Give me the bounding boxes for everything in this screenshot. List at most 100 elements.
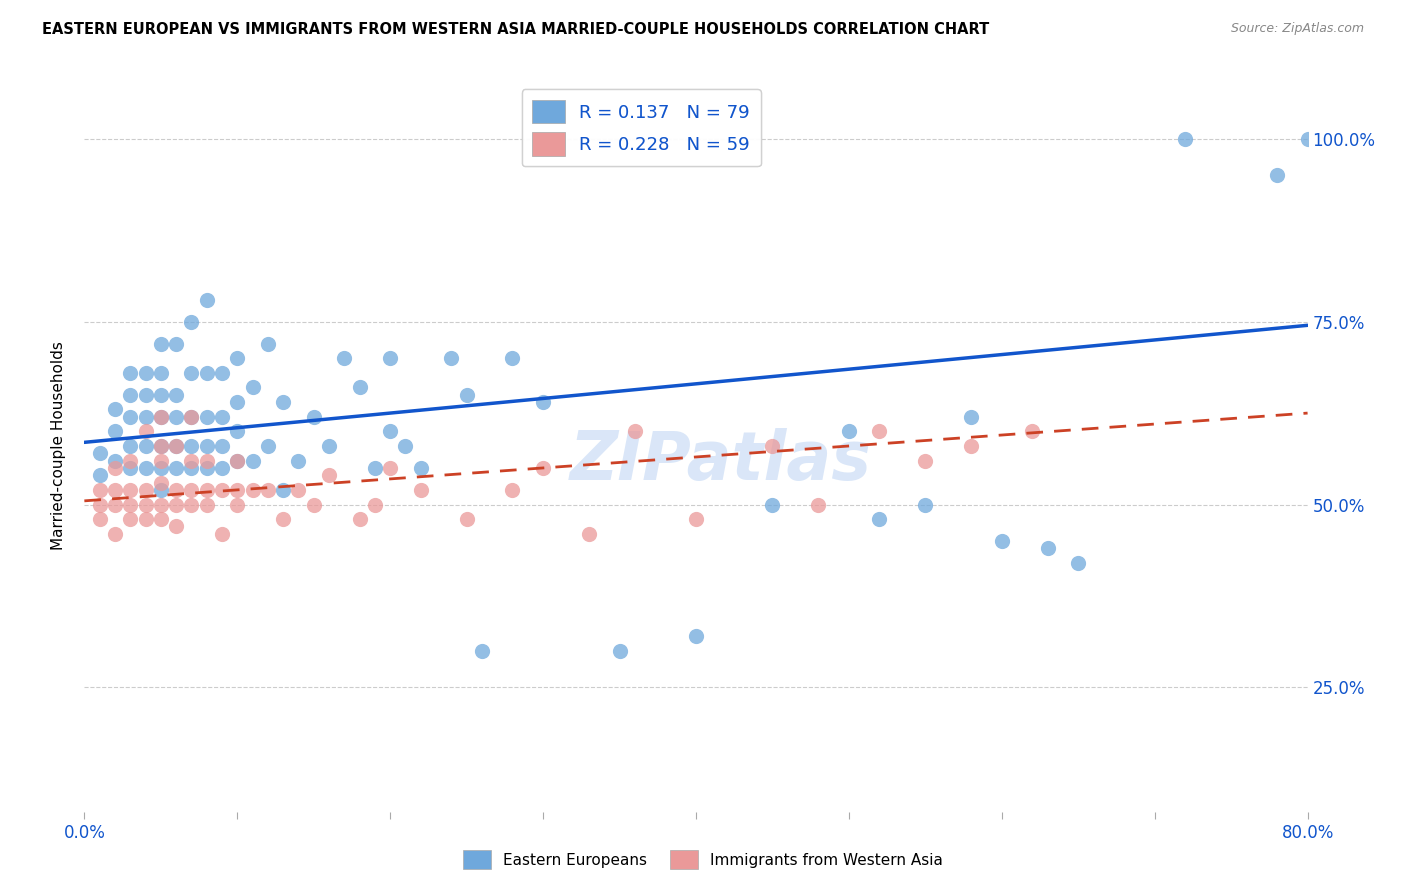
Point <box>226 395 249 409</box>
Point <box>1174 132 1197 146</box>
Point <box>149 439 172 453</box>
Point <box>149 461 172 475</box>
Point <box>120 512 142 526</box>
Point <box>685 629 707 643</box>
Point <box>195 498 218 512</box>
Point <box>761 439 783 453</box>
Point <box>135 366 157 380</box>
Point <box>165 519 187 533</box>
Point <box>165 439 187 453</box>
Point <box>195 483 218 497</box>
Point <box>104 498 127 512</box>
Point <box>89 512 111 526</box>
Point <box>1265 169 1288 183</box>
Point <box>149 453 172 467</box>
Point <box>104 526 127 541</box>
Point <box>380 461 402 475</box>
Point <box>226 453 249 467</box>
Point <box>318 439 340 453</box>
Point <box>165 409 187 424</box>
Text: EASTERN EUROPEAN VS IMMIGRANTS FROM WESTERN ASIA MARRIED-COUPLE HOUSEHOLDS CORRE: EASTERN EUROPEAN VS IMMIGRANTS FROM WEST… <box>42 22 990 37</box>
Point <box>195 461 218 475</box>
Point <box>135 461 157 475</box>
Point <box>104 483 127 497</box>
Point <box>409 461 432 475</box>
Point <box>180 453 202 467</box>
Point <box>149 439 172 453</box>
Point <box>226 351 249 366</box>
Point <box>685 512 707 526</box>
Point <box>195 293 218 307</box>
Point <box>89 483 111 497</box>
Point <box>242 453 264 467</box>
Point <box>531 461 554 475</box>
Point <box>120 453 142 467</box>
Point <box>165 461 187 475</box>
Point <box>380 351 402 366</box>
Point <box>211 461 233 475</box>
Point <box>165 483 187 497</box>
Point <box>257 336 280 351</box>
Point <box>333 351 356 366</box>
Y-axis label: Married-couple Households: Married-couple Households <box>51 342 66 550</box>
Point <box>149 336 172 351</box>
Point <box>120 498 142 512</box>
Point <box>135 409 157 424</box>
Point <box>578 526 600 541</box>
Point <box>1067 556 1090 570</box>
Point <box>149 483 172 497</box>
Point <box>165 388 187 402</box>
Point <box>165 439 187 453</box>
Point <box>120 439 142 453</box>
Point <box>104 402 127 417</box>
Point <box>869 512 891 526</box>
Point <box>135 483 157 497</box>
Point <box>211 366 233 380</box>
Point <box>287 453 309 467</box>
Point <box>609 644 631 658</box>
Point <box>349 512 371 526</box>
Point <box>271 395 294 409</box>
Point <box>89 498 111 512</box>
Point <box>180 439 202 453</box>
Point <box>226 483 249 497</box>
Point <box>104 461 127 475</box>
Point <box>364 461 387 475</box>
Point <box>104 425 127 439</box>
Point <box>149 409 172 424</box>
Point <box>120 461 142 475</box>
Point <box>364 498 387 512</box>
Legend: Eastern Europeans, Immigrants from Western Asia: Eastern Europeans, Immigrants from Weste… <box>457 844 949 875</box>
Point <box>807 498 830 512</box>
Point <box>135 498 157 512</box>
Point <box>135 512 157 526</box>
Point <box>180 409 202 424</box>
Point <box>440 351 463 366</box>
Point <box>960 409 983 424</box>
Point <box>195 439 218 453</box>
Point <box>211 409 233 424</box>
Point <box>318 468 340 483</box>
Point <box>104 453 127 467</box>
Point <box>271 512 294 526</box>
Point <box>502 351 524 366</box>
Point <box>287 483 309 497</box>
Point <box>120 409 142 424</box>
Point <box>149 366 172 380</box>
Point <box>120 483 142 497</box>
Point <box>180 461 202 475</box>
Point <box>149 498 172 512</box>
Point <box>349 380 371 394</box>
Point <box>165 498 187 512</box>
Text: Source: ZipAtlas.com: Source: ZipAtlas.com <box>1230 22 1364 36</box>
Point <box>914 498 936 512</box>
Point <box>257 483 280 497</box>
Point <box>471 644 494 658</box>
Point <box>624 425 647 439</box>
Point <box>226 498 249 512</box>
Point <box>242 380 264 394</box>
Point <box>180 409 202 424</box>
Point <box>149 388 172 402</box>
Point <box>409 483 432 497</box>
Point <box>394 439 416 453</box>
